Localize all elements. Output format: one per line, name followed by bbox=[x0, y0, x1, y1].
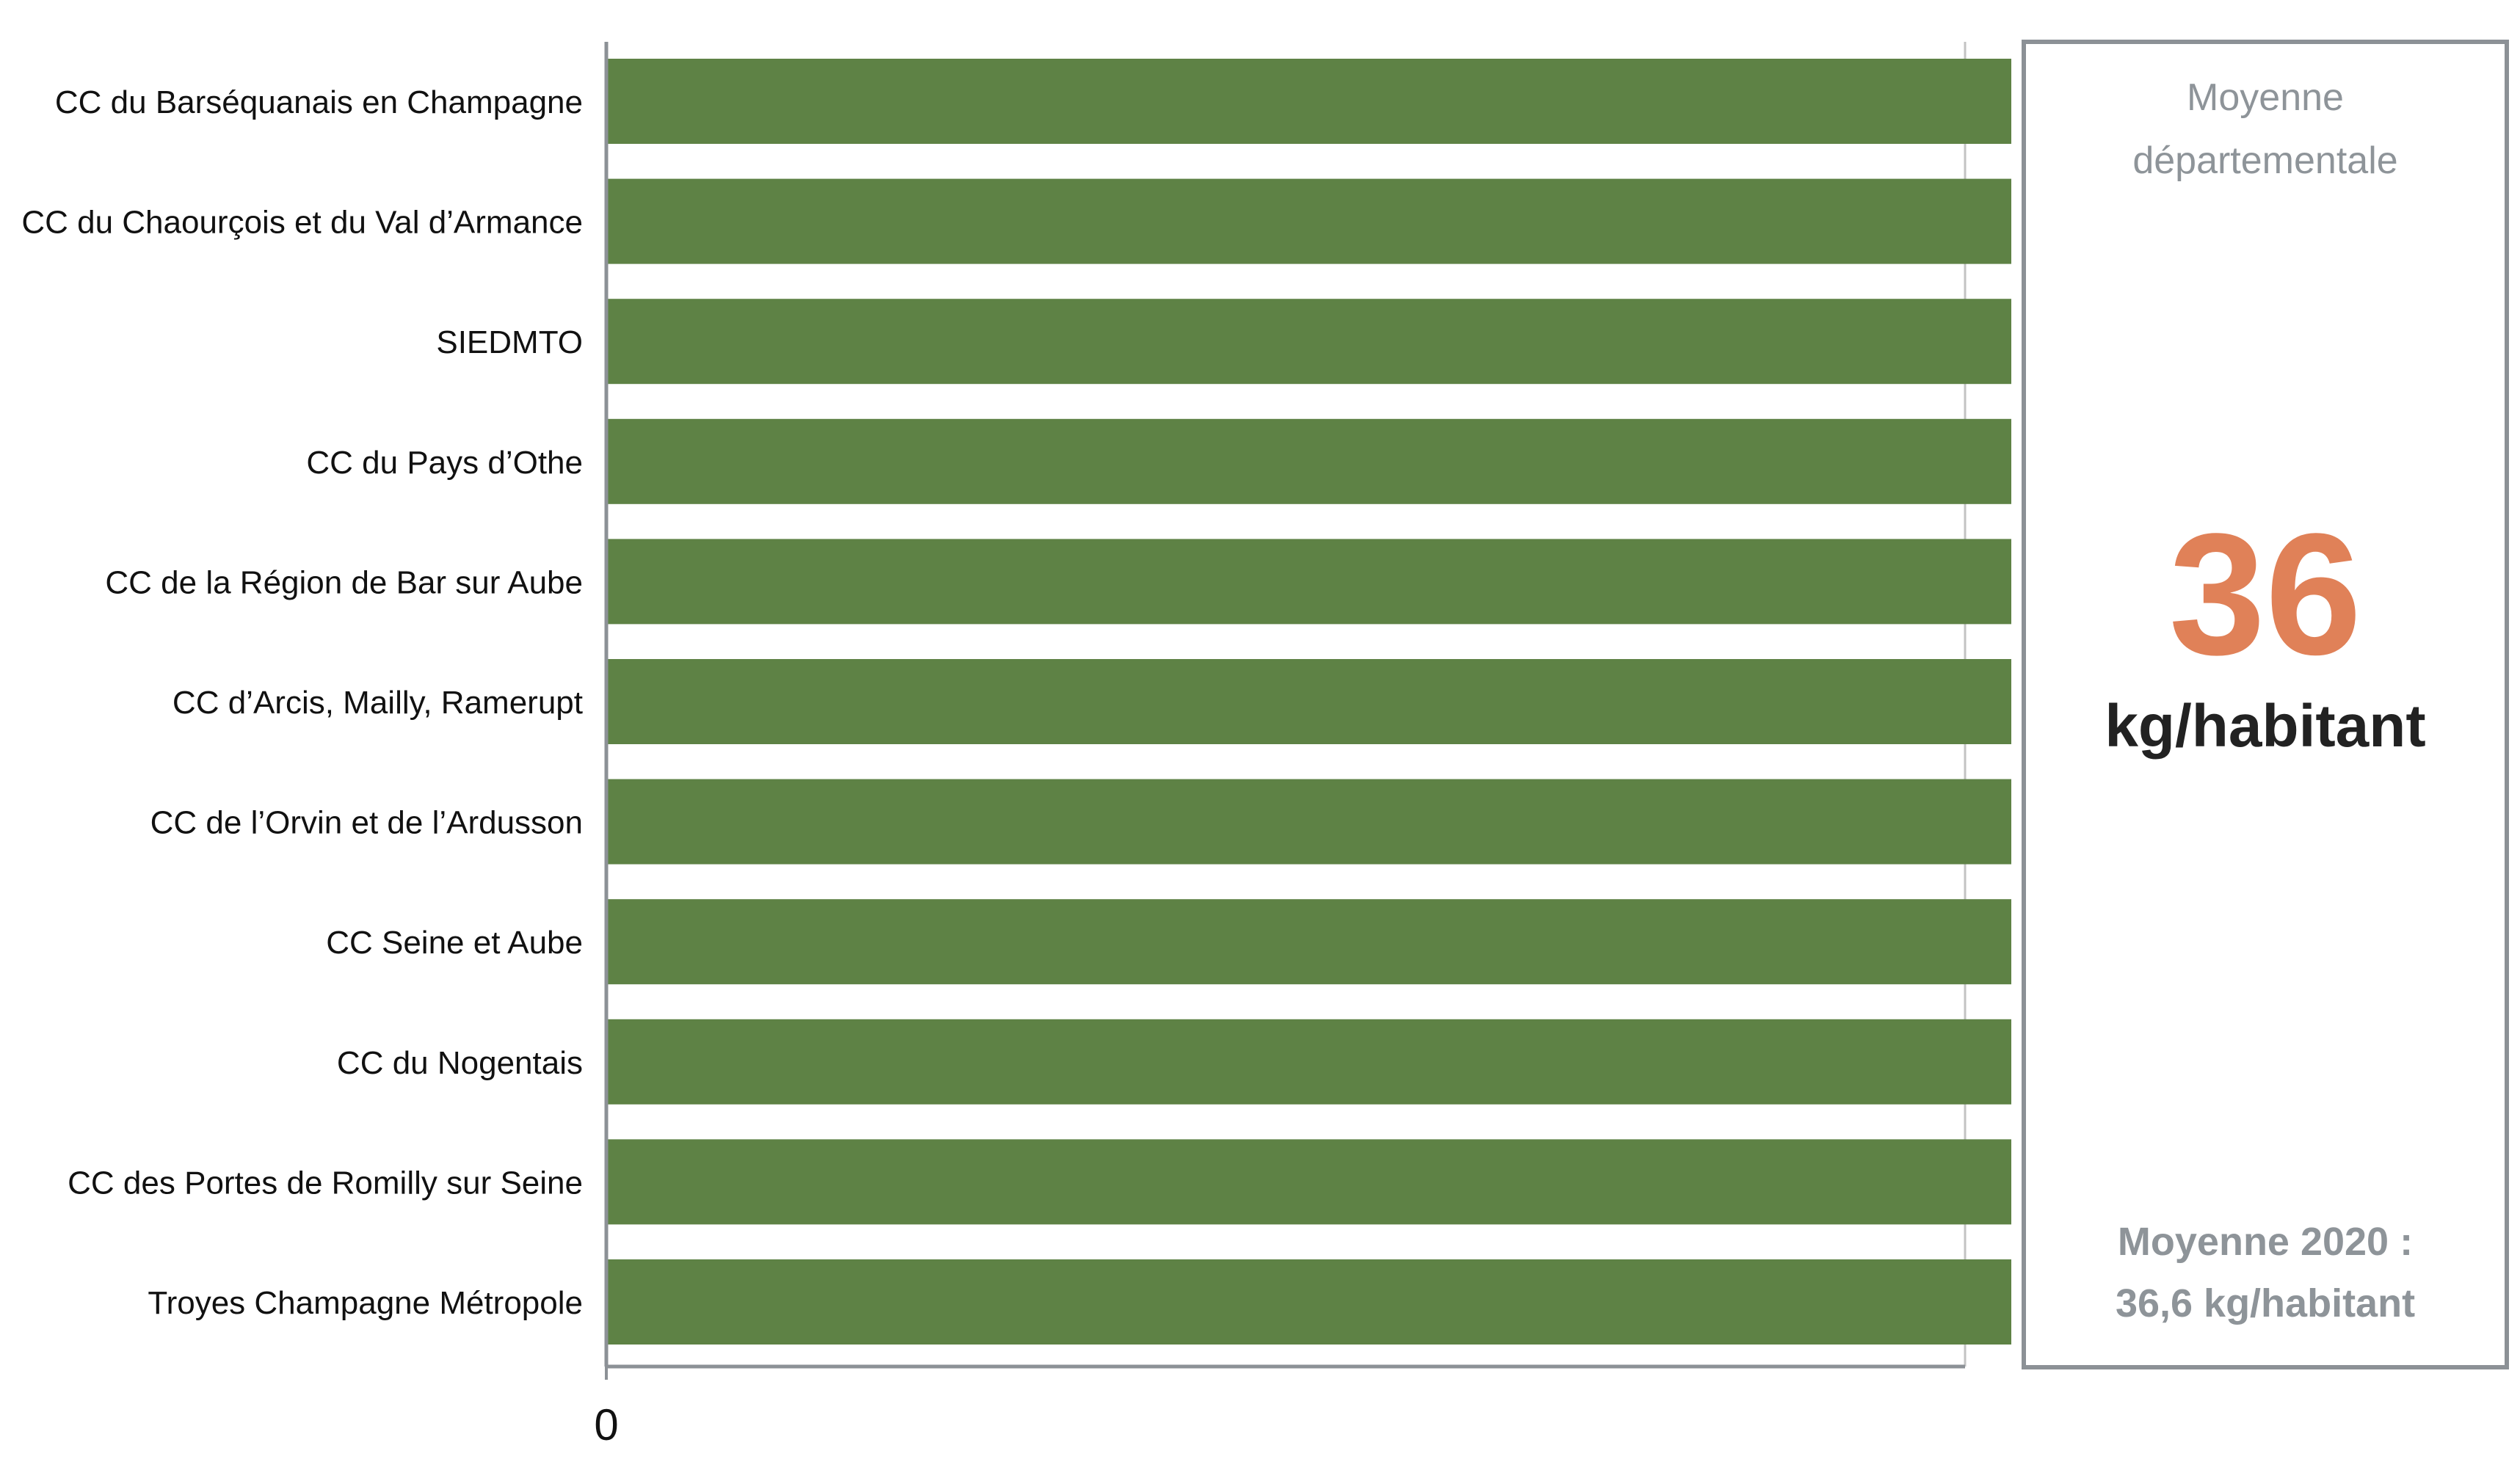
bar bbox=[606, 659, 2011, 744]
category-label: CC du Pays d’Othe bbox=[306, 445, 583, 481]
average-panel: Moyenne départementale 36 kg/habitant Mo… bbox=[2022, 40, 2509, 1369]
bar bbox=[606, 1259, 2011, 1345]
panel-footer: Moyenne 2020 : 36,6 kg/habitant bbox=[2026, 1211, 2505, 1334]
x-tick-labels: 01020304050 bbox=[594, 1400, 618, 1449]
panel-header-line-2: départementale bbox=[2132, 139, 2398, 182]
panel-header: Moyenne départementale bbox=[2026, 66, 2505, 192]
bar bbox=[606, 178, 2011, 264]
category-label: CC du Nogentais bbox=[337, 1045, 583, 1081]
bar bbox=[606, 899, 2011, 985]
bar bbox=[606, 299, 2011, 385]
category-label: SIEDMTO bbox=[436, 324, 583, 360]
category-labels: CC du Barséquanais en Champagne CC du Cha… bbox=[21, 84, 583, 1321]
average-unit: kg/habitant bbox=[2105, 693, 2426, 760]
bar bbox=[606, 779, 2011, 865]
category-label: CC Seine et Aube bbox=[326, 925, 583, 961]
category-label: CC des Portes de Romilly sur Seine bbox=[68, 1165, 583, 1201]
category-label: CC de la Région de Bar sur Aube bbox=[105, 564, 583, 600]
bar bbox=[606, 418, 2011, 504]
category-label: Troyes Champagne Métropole bbox=[148, 1285, 583, 1321]
footer-line-1: Moyenne 2020 : bbox=[2117, 1220, 2414, 1264]
bar bbox=[606, 539, 2011, 625]
bar-chart: CC du Barséquanais en Champagne CC du Cha… bbox=[21, 42, 2011, 1449]
category-label: CC de l’Orvin et de l’Ardusson bbox=[150, 805, 583, 841]
bar bbox=[606, 1139, 2011, 1225]
category-label: CC d’Arcis, Mailly, Ramerupt bbox=[173, 685, 583, 721]
bar bbox=[606, 1019, 2011, 1105]
average-value: 36 bbox=[2168, 498, 2362, 691]
footer-line-2: 36,6 kg/habitant bbox=[2115, 1281, 2416, 1325]
category-label: CC du Chaourçois et du Val d’Armance bbox=[21, 205, 583, 241]
category-label: CC du Barséquanais en Champagne bbox=[55, 84, 583, 120]
panel-header-line-1: Moyenne bbox=[2187, 76, 2344, 119]
bars bbox=[606, 59, 2011, 1345]
x-tick-label: 0 bbox=[594, 1400, 618, 1449]
bar bbox=[606, 59, 2011, 144]
axes bbox=[604, 42, 1965, 1380]
